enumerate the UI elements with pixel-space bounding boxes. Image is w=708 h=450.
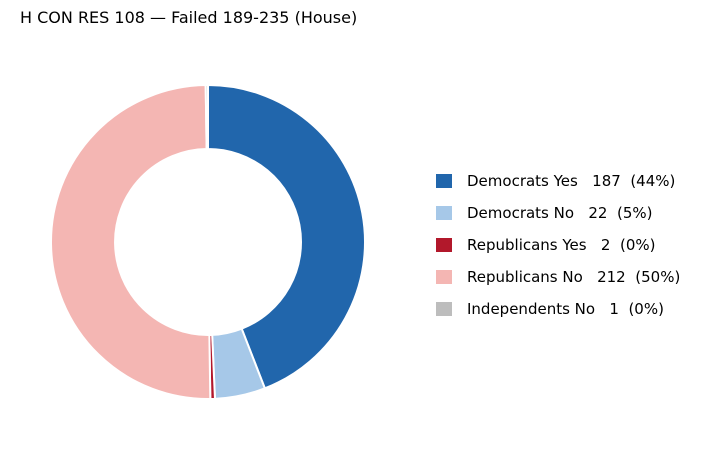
legend-item-democrats-no: Democrats No 22 (5%) [436,197,680,229]
legend-item-republicans-yes: Republicans Yes 2 (0%) [436,229,680,261]
slice-democrats-yes [207,83,366,390]
legend-swatch-independents-no [436,302,452,316]
legend-item-democrats-yes: Democrats Yes 187 (44%) [436,165,680,197]
legend-swatch-republicans-no [436,270,452,284]
legend-label-independents-no: Independents No 1 (0%) [467,300,664,318]
legend-item-independents-no: Independents No 1 (0%) [436,293,680,325]
legend-label-republicans-no: Republicans No 212 (50%) [467,268,681,286]
legend-swatch-democrats-yes [436,174,452,188]
legend-item-republicans-no: Republicans No 212 (50%) [436,261,680,293]
legend: Democrats Yes 187 (44%) Democrats No 22 … [436,165,680,325]
legend-label-democrats-yes: Democrats Yes 187 (44%) [467,172,676,190]
slice-independents-no [204,83,209,151]
legend-swatch-democrats-no [436,206,452,220]
legend-label-democrats-no: Democrats No 22 (5%) [467,204,653,222]
chart-title: H CON RES 108 — Failed 189-235 (House) [20,8,358,27]
slice-republicans-no [50,84,212,400]
legend-swatch-republicans-yes [436,238,452,252]
legend-label-republicans-yes: Republicans Yes 2 (0%) [467,236,656,254]
donut-chart [50,83,366,400]
